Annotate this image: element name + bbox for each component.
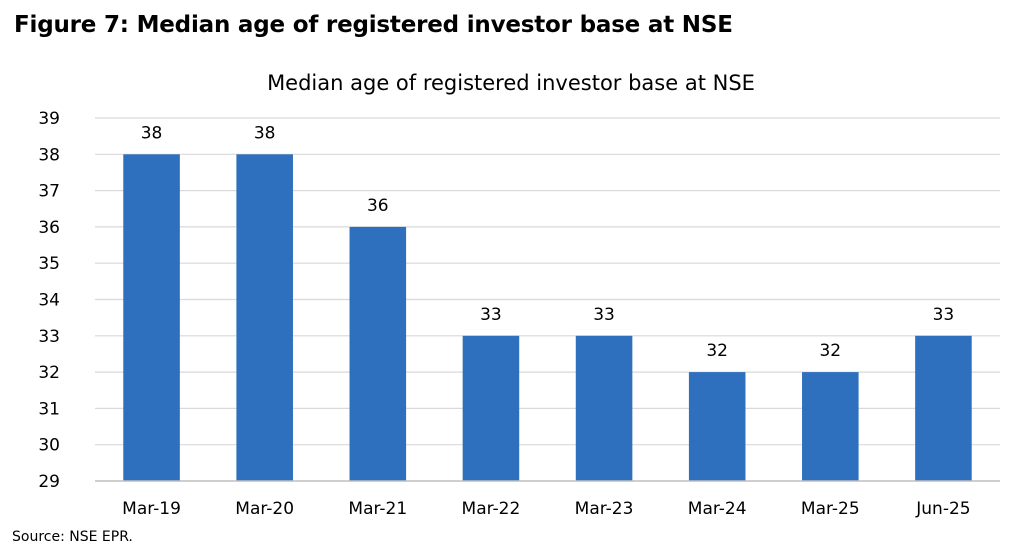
y-tick-label: 37 xyxy=(38,182,60,202)
data-label: 36 xyxy=(367,196,389,216)
bars xyxy=(123,154,972,482)
x-tick-label: Jun-25 xyxy=(915,499,970,519)
bar xyxy=(349,226,407,481)
y-tick-label: 36 xyxy=(38,218,60,238)
data-label: 38 xyxy=(141,123,163,143)
y-axis-ticks: 29 30 31 32 33 34 35 36 37 38 39 xyxy=(38,109,60,492)
x-tick-label: Mar-25 xyxy=(801,499,860,519)
y-tick-label: 33 xyxy=(38,327,60,347)
bar xyxy=(915,335,972,481)
y-tick-label: 30 xyxy=(38,436,60,456)
bar xyxy=(802,372,859,481)
y-tick-label: 38 xyxy=(38,145,60,165)
data-label: 33 xyxy=(933,305,955,325)
x-tick-label: Mar-23 xyxy=(575,499,634,519)
data-label: 33 xyxy=(593,305,615,325)
y-tick-label: 29 xyxy=(38,472,60,492)
x-tick-label: Mar-22 xyxy=(462,499,521,519)
bar xyxy=(236,154,293,482)
chart-title: Median age of registered investor base a… xyxy=(267,71,755,95)
data-labels: 38 38 36 33 33 32 32 33 xyxy=(141,123,955,361)
figure-heading: Figure 7: Median age of registered inves… xyxy=(14,12,733,38)
x-axis-ticks: Mar-19 Mar-20 Mar-21 Mar-22 Mar-23 Mar-24 Mar-… xyxy=(122,499,970,519)
y-tick-label: 39 xyxy=(38,109,60,129)
bar xyxy=(462,335,520,481)
data-label: 33 xyxy=(480,305,502,325)
bar xyxy=(123,154,180,482)
y-tick-label: 32 xyxy=(38,363,60,383)
gridlines xyxy=(95,117,1000,446)
y-tick-label: 34 xyxy=(38,291,60,311)
bar xyxy=(688,372,746,481)
data-label: 32 xyxy=(706,341,728,361)
x-tick-label: Mar-20 xyxy=(235,499,294,519)
source-note: Source: NSE EPR. xyxy=(12,529,133,545)
x-tick-label: Mar-24 xyxy=(688,499,747,519)
data-label: 38 xyxy=(254,123,276,143)
x-tick-label: Mar-21 xyxy=(348,499,407,519)
y-tick-label: 35 xyxy=(38,254,60,274)
y-tick-label: 31 xyxy=(38,399,60,419)
data-label: 32 xyxy=(819,341,841,361)
x-tick-label: Mar-19 xyxy=(122,499,181,519)
bar xyxy=(575,335,633,481)
